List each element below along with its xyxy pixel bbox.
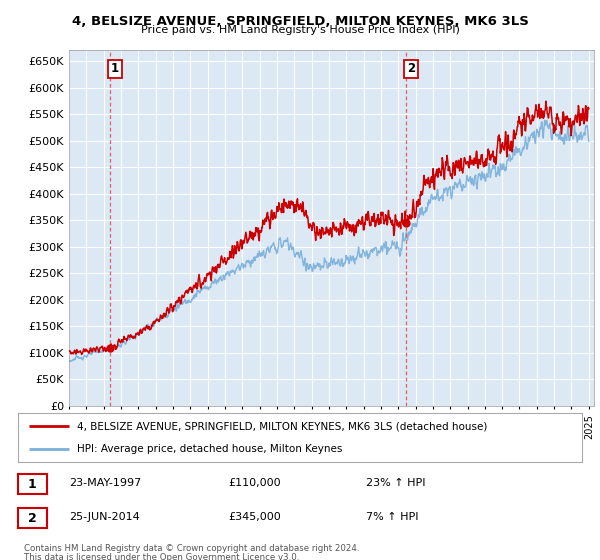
Text: 23-MAY-1997: 23-MAY-1997	[69, 478, 141, 488]
Text: 2: 2	[28, 511, 37, 525]
Text: HPI: Average price, detached house, Milton Keynes: HPI: Average price, detached house, Milt…	[77, 444, 343, 454]
Text: 4, BELSIZE AVENUE, SPRINGFIELD, MILTON KEYNES, MK6 3LS: 4, BELSIZE AVENUE, SPRINGFIELD, MILTON K…	[71, 15, 529, 27]
Text: 1: 1	[111, 63, 119, 76]
Text: 1: 1	[28, 478, 37, 491]
Text: 7% ↑ HPI: 7% ↑ HPI	[366, 512, 419, 522]
Text: £345,000: £345,000	[228, 512, 281, 522]
Text: 25-JUN-2014: 25-JUN-2014	[69, 512, 140, 522]
Text: 23% ↑ HPI: 23% ↑ HPI	[366, 478, 425, 488]
Text: 2: 2	[407, 63, 415, 76]
Text: £110,000: £110,000	[228, 478, 281, 488]
Text: Price paid vs. HM Land Registry's House Price Index (HPI): Price paid vs. HM Land Registry's House …	[140, 25, 460, 35]
Text: This data is licensed under the Open Government Licence v3.0.: This data is licensed under the Open Gov…	[24, 553, 299, 560]
Text: Contains HM Land Registry data © Crown copyright and database right 2024.: Contains HM Land Registry data © Crown c…	[24, 544, 359, 553]
Text: 4, BELSIZE AVENUE, SPRINGFIELD, MILTON KEYNES, MK6 3LS (detached house): 4, BELSIZE AVENUE, SPRINGFIELD, MILTON K…	[77, 421, 488, 431]
